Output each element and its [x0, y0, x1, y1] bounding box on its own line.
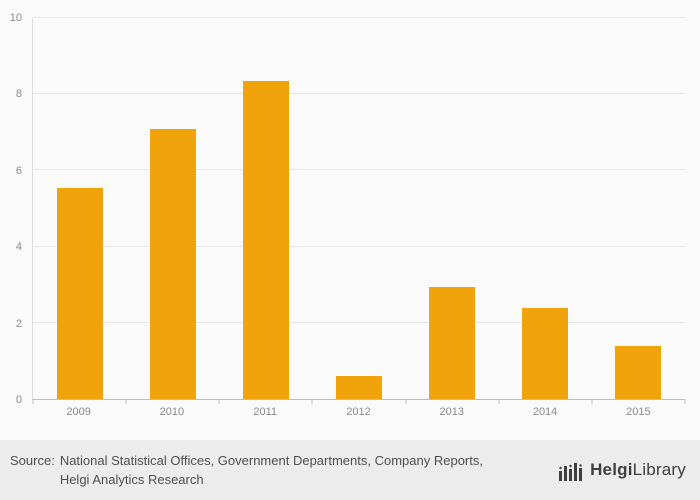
helgi-library-logo[interactable]: HelgiLibrary	[558, 459, 686, 481]
gridline	[33, 169, 685, 171]
source-label: Source:	[10, 452, 55, 468]
x-axis-tick	[218, 399, 220, 404]
y-axis: 0 2 4 6 8 10	[0, 12, 27, 406]
bar-2014[interactable]	[522, 307, 569, 399]
x-axis-tick	[125, 399, 127, 404]
bar-2011[interactable]	[242, 80, 289, 399]
x-axis-label: 2012	[346, 406, 371, 418]
gridline	[33, 321, 685, 323]
bar-2015[interactable]	[615, 345, 662, 399]
x-axis-tick	[591, 399, 593, 404]
brand-name: HelgiLibrary	[590, 460, 686, 480]
y-axis-label: 8	[15, 88, 22, 101]
bar-2013[interactable]	[429, 286, 476, 399]
x-axis-label: 2015	[626, 406, 651, 418]
source-body: National Statistical Offices, Government…	[59, 452, 483, 488]
brand-name-regular: Library	[632, 460, 686, 479]
x-axis-tick	[32, 399, 34, 404]
brand-name-bold: Helgi	[590, 460, 633, 479]
x-axis: 2009 2010 2011 2012 2013 2014 2015	[32, 406, 685, 420]
bar-2012[interactable]	[336, 376, 382, 399]
bar-2010[interactable]	[149, 128, 196, 399]
chart-footer: Source: National Statistical Offices, Go…	[0, 440, 700, 500]
x-axis-label: 2014	[532, 406, 558, 418]
gridline	[33, 93, 685, 95]
y-axis-label: 6	[15, 164, 22, 177]
x-axis-label: 2009	[66, 406, 91, 418]
x-axis-label: 2010	[159, 406, 185, 418]
bar-chart: 0 2 4 6 8 10 2009 2010 2011 2012 2013 2014 2015	[0, 12, 686, 420]
x-axis-tick	[405, 399, 407, 404]
x-axis-tick	[311, 399, 313, 404]
x-axis-tick	[498, 399, 500, 404]
helgi-logo-icon	[559, 463, 583, 481]
gridline	[33, 17, 685, 18]
y-axis-label: 2	[15, 317, 22, 330]
y-axis-label: 0	[15, 394, 22, 406]
gridline	[33, 245, 685, 247]
plot-area	[32, 17, 686, 404]
source-text: Source: National Statistical Offices, Go…	[10, 451, 512, 490]
x-axis-label: 2013	[439, 406, 465, 418]
y-axis-label: 10	[9, 12, 22, 24]
y-axis-label: 4	[15, 241, 22, 254]
x-axis-label: 2011	[253, 406, 278, 418]
bar-2009[interactable]	[56, 187, 103, 399]
x-axis-tick	[684, 399, 686, 404]
